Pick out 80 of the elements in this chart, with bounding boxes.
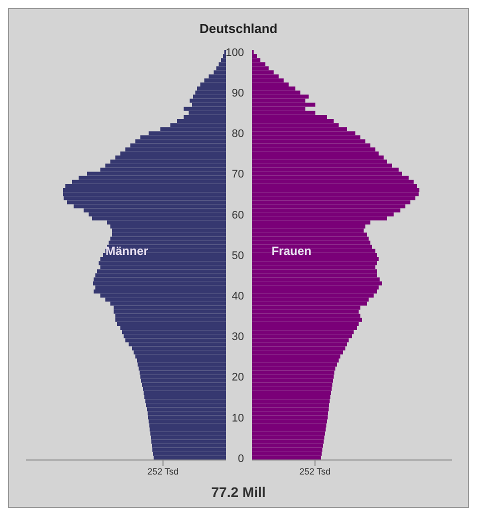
bar [252, 290, 376, 294]
y-tick-label: 60 [231, 209, 244, 222]
y-tick-label: 100 [225, 46, 244, 59]
bar [252, 444, 322, 448]
bar [252, 62, 265, 66]
bar [252, 318, 362, 322]
y-tick-label: 80 [231, 128, 244, 140]
bar [252, 147, 375, 152]
bar [252, 346, 345, 350]
y-tick-label: 40 [231, 290, 244, 302]
bar [252, 285, 378, 290]
bar [252, 188, 419, 192]
bar [252, 232, 366, 237]
bar [252, 390, 330, 395]
bar [252, 370, 334, 375]
bar [252, 192, 418, 196]
bar [252, 236, 368, 241]
bar [252, 277, 380, 282]
bar [252, 399, 330, 404]
bar [252, 432, 324, 436]
chart-title: Deutschland [198, 20, 278, 36]
bar [252, 362, 336, 367]
bar [252, 358, 338, 363]
bar [252, 302, 366, 306]
bar [252, 257, 378, 262]
bar [252, 180, 414, 184]
bar [252, 448, 322, 452]
bar [252, 403, 328, 408]
series-label: Frauen [272, 244, 312, 258]
y-tick-label: 50 [231, 250, 244, 262]
bar [252, 54, 256, 58]
bar [252, 354, 340, 358]
bar [252, 423, 326, 428]
bar [252, 168, 398, 172]
x-tick-label: 252 Tsd [298, 466, 330, 476]
bar [252, 94, 308, 99]
y-tick-label: 10 [231, 412, 244, 424]
bar [252, 386, 332, 391]
bar [252, 330, 354, 334]
bar [252, 395, 330, 400]
bar [252, 350, 342, 354]
bar [252, 228, 364, 233]
series-label: Männer [106, 244, 148, 258]
bar [252, 240, 370, 245]
y-tick-label: 20 [231, 372, 244, 384]
bar [252, 407, 328, 412]
y-tick-label: 90 [231, 88, 244, 100]
bar [252, 411, 328, 416]
bar [252, 322, 358, 326]
bar [252, 334, 352, 338]
bar [252, 415, 328, 420]
y-tick-label: 0 [237, 452, 244, 465]
y-tick-label: 70 [231, 168, 244, 181]
bar [252, 366, 335, 371]
bar [252, 440, 324, 444]
bar [252, 378, 332, 383]
bar [252, 428, 326, 432]
bar [252, 382, 332, 387]
bar [252, 342, 346, 346]
bar [252, 281, 382, 286]
text: 77.2 Mill [210, 484, 267, 500]
bar [252, 269, 376, 274]
bar [252, 273, 376, 278]
bar [252, 419, 326, 424]
bar [252, 156, 384, 160]
bar [252, 265, 375, 270]
bar [252, 326, 356, 330]
bar [252, 294, 374, 298]
bar [252, 184, 416, 188]
bar [252, 338, 348, 342]
bar [252, 310, 358, 314]
bar [252, 102, 315, 107]
bar [252, 436, 324, 440]
bar [252, 374, 334, 379]
bar [252, 452, 322, 456]
bar [252, 196, 415, 200]
y-tick-label: 30 [231, 331, 244, 344]
bar [252, 314, 360, 318]
x-tick-label: 252 Tsd [146, 466, 178, 476]
bar [252, 261, 376, 266]
